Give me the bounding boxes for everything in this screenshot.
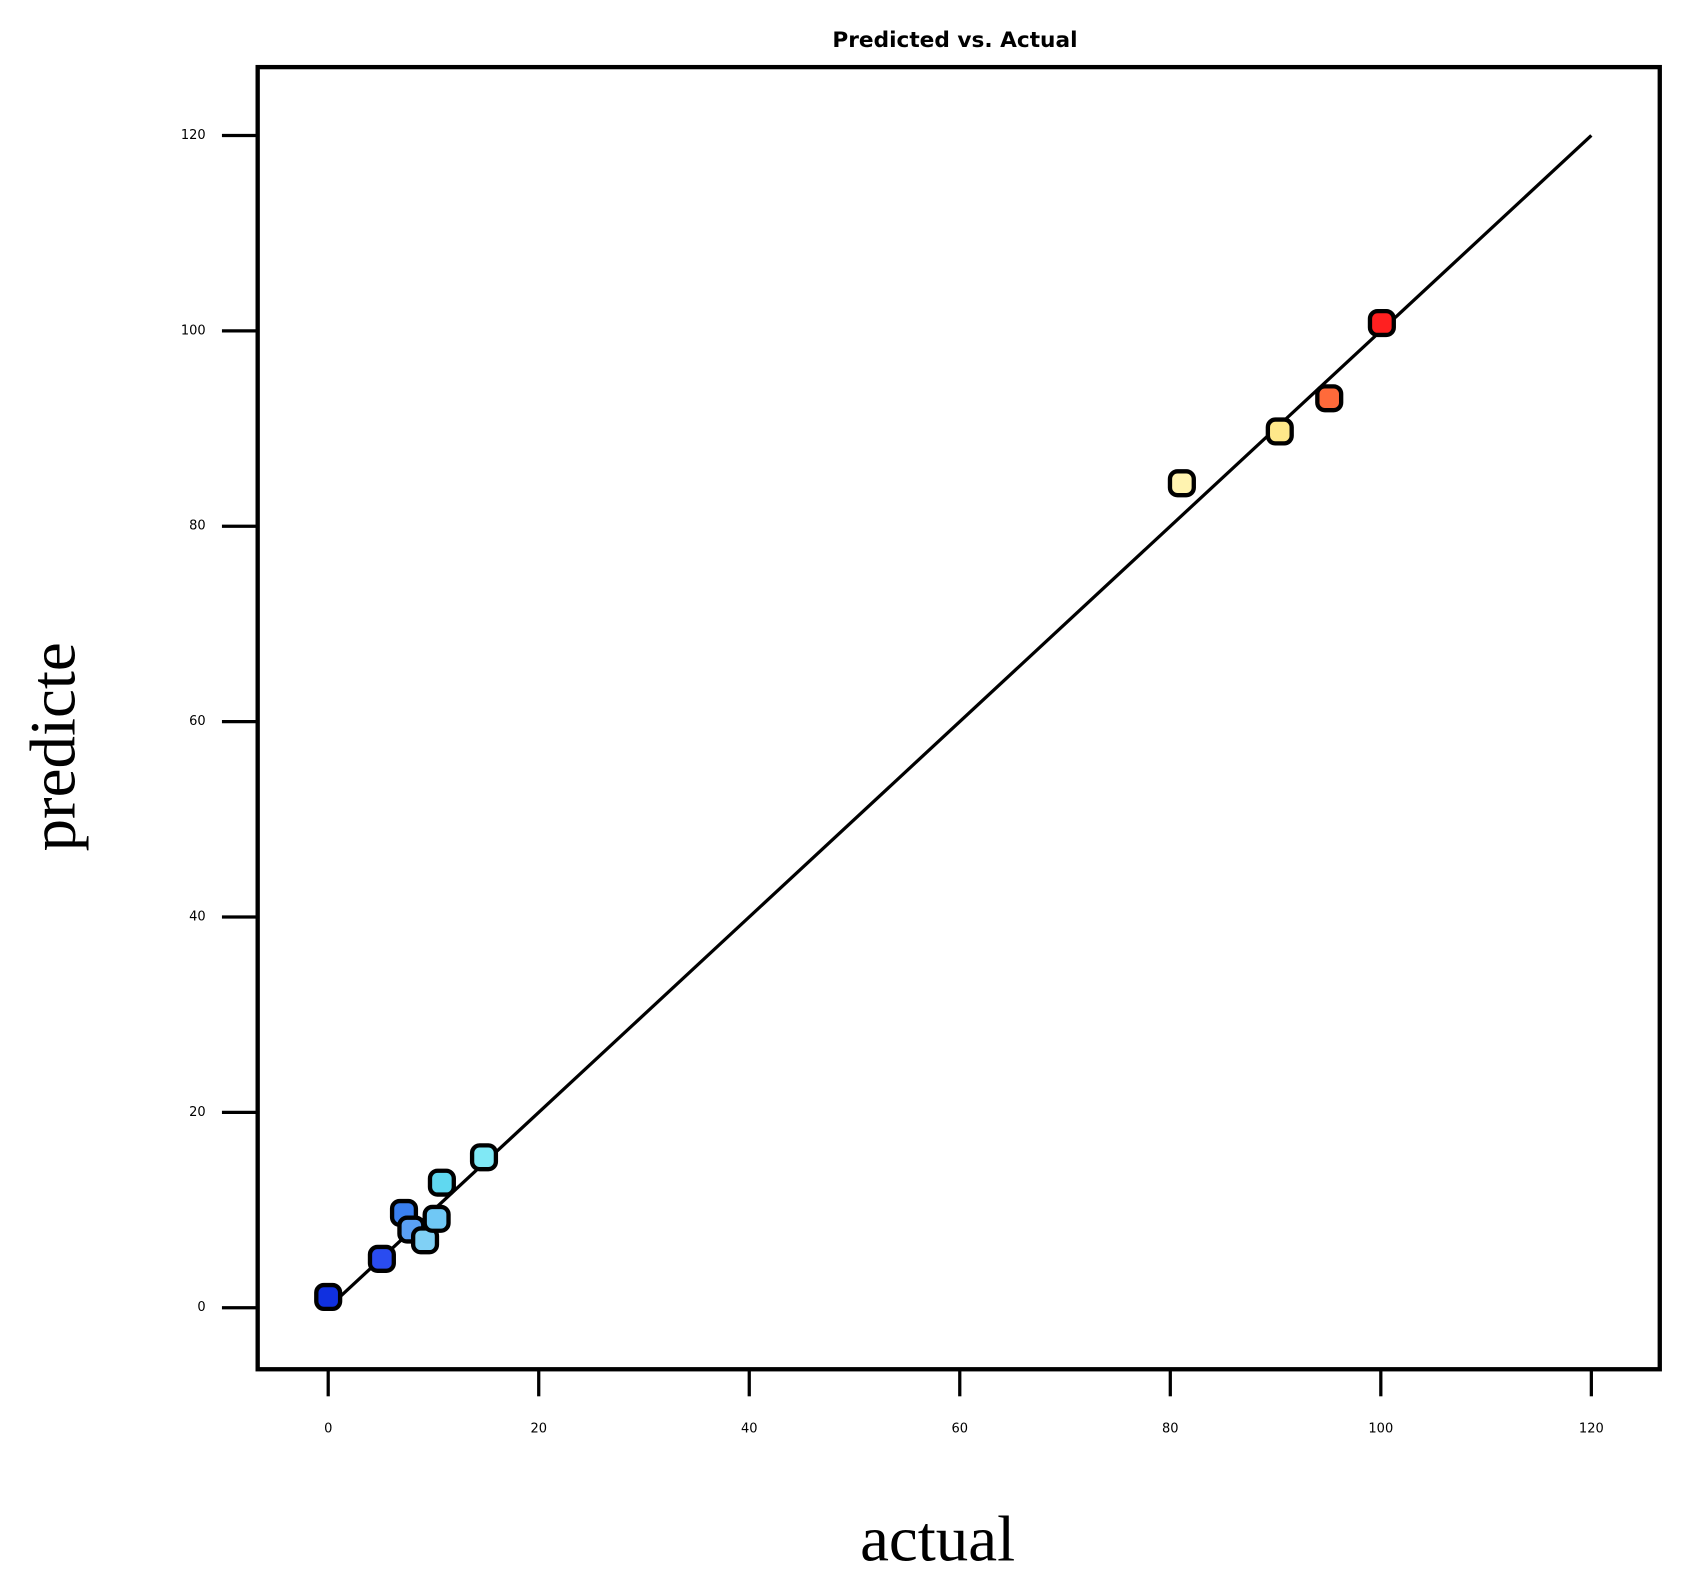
plot-frame xyxy=(255,64,1662,1372)
point xyxy=(1315,384,1344,413)
x-tick-label: 100 xyxy=(1368,1421,1393,1436)
y-tick-label: 0 xyxy=(197,1300,205,1315)
fit-line xyxy=(327,134,1593,1309)
point xyxy=(1265,417,1294,446)
point xyxy=(1167,469,1196,498)
x-tick-label: 80 xyxy=(1162,1421,1179,1436)
x-axis-label: actual xyxy=(860,1504,1015,1576)
point xyxy=(1367,308,1396,338)
y-tick-label: 40 xyxy=(189,909,206,924)
point xyxy=(427,1168,456,1197)
x-tick-label: 60 xyxy=(952,1421,969,1436)
x-tick-label: 0 xyxy=(324,1421,332,1436)
chart-title: Predicted vs. Actual xyxy=(832,28,1077,53)
point xyxy=(469,1143,499,1172)
y-tick-label: 80 xyxy=(189,519,206,534)
point xyxy=(422,1204,451,1233)
x-tick-label: 20 xyxy=(530,1421,547,1436)
x-tick-label: 120 xyxy=(1579,1421,1604,1436)
y-tick-label: 20 xyxy=(189,1105,206,1120)
x-tick-label: 40 xyxy=(741,1421,758,1436)
point xyxy=(367,1244,396,1273)
y-tick-label: 100 xyxy=(181,323,206,338)
y-axis-label: predicte xyxy=(17,642,89,851)
y-tick-label: 60 xyxy=(189,714,206,729)
point xyxy=(314,1282,343,1312)
y-tick-label: 120 xyxy=(181,128,206,143)
